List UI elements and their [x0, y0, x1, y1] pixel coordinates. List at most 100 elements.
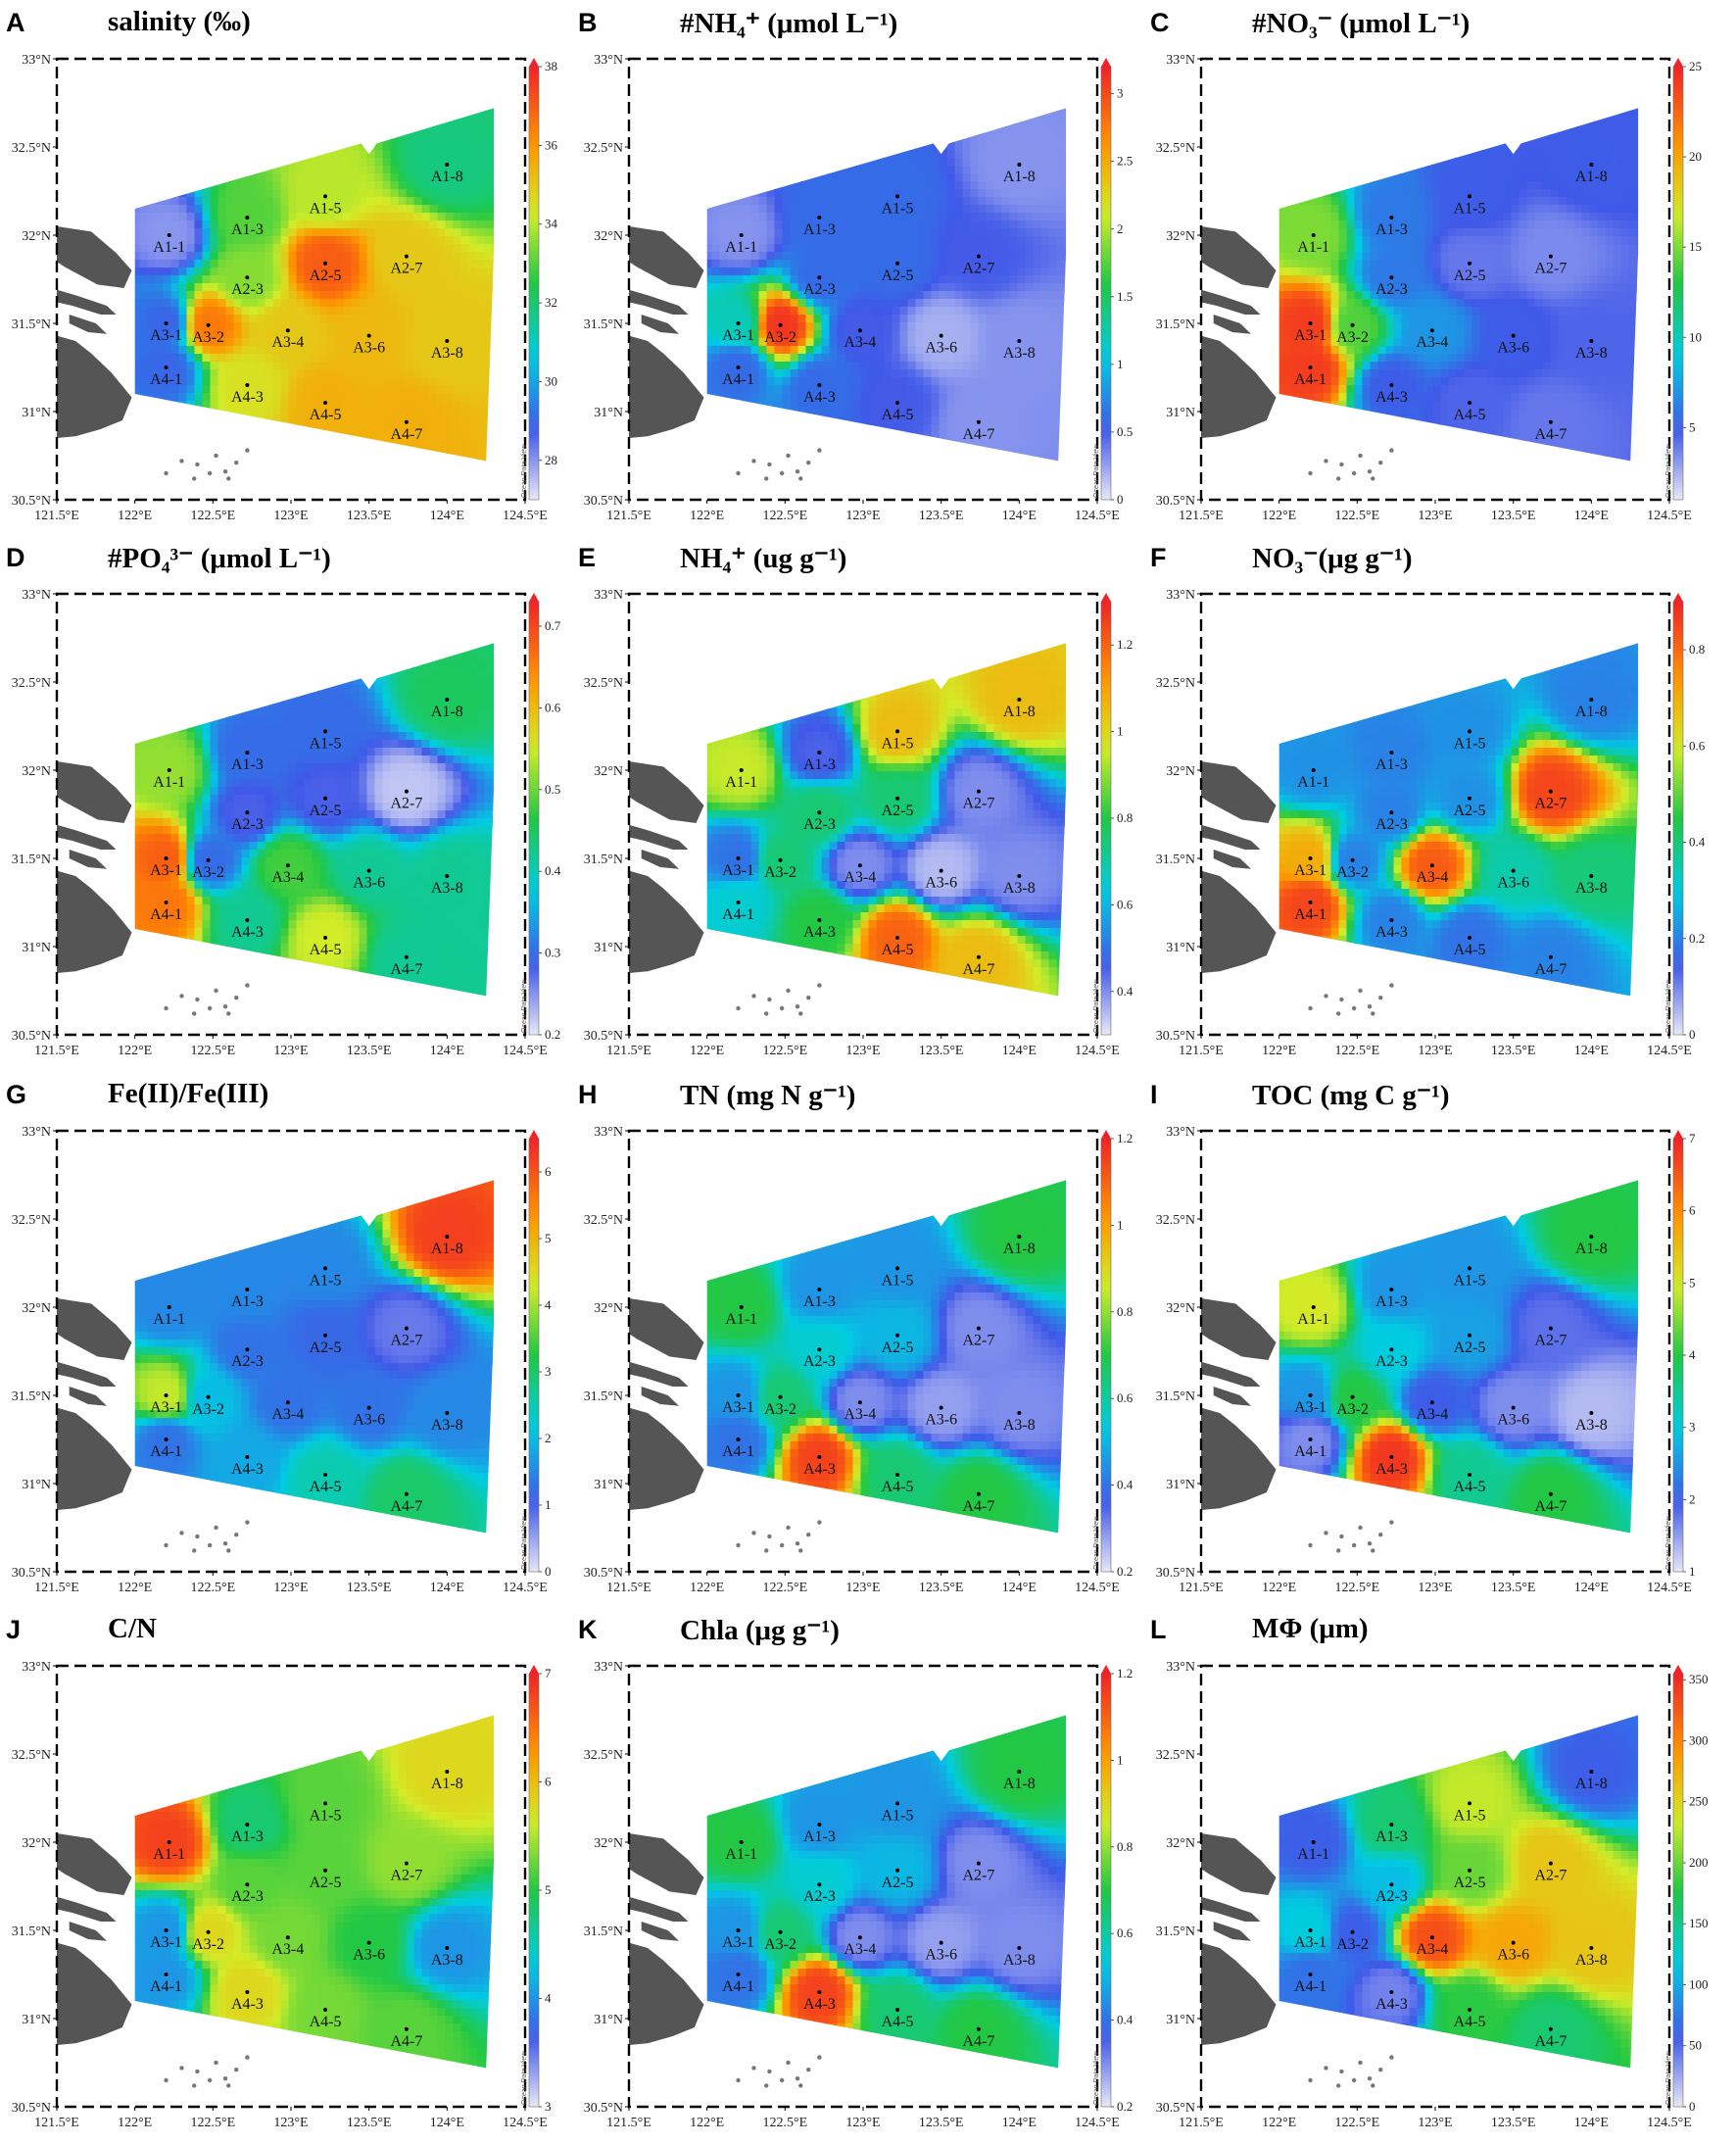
heatmap-cell	[225, 166, 235, 174]
heatmap-cell	[484, 158, 494, 167]
heatmap-cell	[860, 268, 870, 276]
heatmap-cell	[202, 416, 212, 425]
heatmap-cell	[868, 283, 878, 292]
heatmap-cell	[954, 432, 964, 441]
heatmap-cell	[868, 268, 878, 276]
heatmap-cell	[1033, 338, 1042, 347]
heatmap-cell	[727, 291, 737, 300]
heatmap-cell	[790, 236, 799, 245]
heatmap-cell	[946, 213, 956, 221]
heatmap-cell	[946, 173, 956, 182]
heatmap-cell	[986, 126, 995, 135]
heatmap-cell	[296, 369, 306, 378]
heatmap-cell	[147, 346, 157, 355]
heatmap-cell	[178, 362, 188, 370]
heatmap-cell	[782, 299, 792, 308]
heatmap-cell	[390, 228, 400, 237]
heatmap-cell	[837, 275, 846, 284]
heatmap-cell	[915, 299, 925, 308]
heatmap-cell	[1025, 228, 1035, 237]
heatmap-cell	[806, 463, 815, 472]
heatmap-cell	[727, 401, 737, 410]
heatmap-cell	[139, 432, 149, 441]
heatmap-cell	[782, 142, 792, 151]
heatmap-cell	[1040, 134, 1050, 143]
heatmap-cell	[706, 377, 713, 386]
heatmap-cell	[1040, 299, 1050, 308]
heatmap-cell	[453, 189, 462, 198]
heatmap-cell	[304, 322, 313, 331]
heatmap-cell	[797, 299, 807, 308]
heatmap-cell	[1048, 456, 1058, 462]
heatmap-cell	[421, 456, 431, 462]
heatmap-cell	[288, 283, 298, 292]
heatmap-cell	[1048, 354, 1058, 363]
station-label: A3-1	[150, 327, 182, 344]
heatmap-cell	[351, 181, 361, 190]
heatmap-cell	[946, 268, 956, 276]
heatmap-cell	[453, 448, 462, 457]
heatmap-cell	[390, 252, 400, 261]
heatmap-cell	[217, 377, 227, 386]
heatmap-cell	[1338, 111, 1348, 120]
heatmap-cell	[1589, 142, 1599, 151]
heatmap-cell	[860, 322, 870, 331]
heatmap-cell	[1017, 189, 1027, 198]
heatmap-cell	[319, 150, 329, 159]
heatmap-cell	[829, 108, 839, 112]
heatmap-cell	[210, 409, 219, 417]
heatmap-cell	[343, 228, 353, 237]
heatmap-cell	[852, 119, 862, 127]
heatmap-cell	[719, 315, 729, 323]
heatmap-cell	[1017, 158, 1027, 167]
heatmap-cell	[304, 385, 313, 394]
heatmap-cell	[1589, 150, 1599, 159]
heatmap-cell	[939, 322, 948, 331]
lat-tick-label: 31°N	[22, 406, 51, 420]
heatmap-cell	[1401, 150, 1411, 159]
heatmap-cell	[1033, 448, 1042, 457]
heatmap-cell	[476, 393, 486, 402]
heatmap-cell	[460, 409, 470, 417]
heatmap-cell	[413, 346, 423, 355]
heatmap-cell	[210, 268, 219, 276]
heatmap-cell	[186, 275, 196, 284]
heatmap-cell	[1456, 158, 1466, 167]
heatmap-cell	[1001, 228, 1011, 237]
heatmap-cell	[139, 456, 149, 462]
heatmap-cell	[1299, 119, 1309, 127]
heatmap-cell	[492, 369, 495, 378]
heatmap-cell	[374, 401, 384, 410]
heatmap-cell	[1330, 166, 1340, 174]
heatmap-cell	[837, 338, 846, 347]
heatmap-cell	[899, 322, 909, 331]
heatmap-cell	[170, 315, 180, 323]
heatmap-cell	[335, 236, 345, 245]
heatmap-cell	[986, 385, 995, 394]
heatmap-cell	[750, 440, 760, 449]
heatmap-cell	[813, 377, 823, 386]
island-mark	[764, 476, 769, 481]
heatmap-cell	[319, 181, 329, 190]
heatmap-cell	[1620, 126, 1630, 135]
heatmap-cell	[813, 197, 823, 206]
heatmap-cell	[743, 448, 752, 457]
heatmap-cell	[1048, 189, 1058, 198]
heatmap-cell	[706, 315, 713, 323]
heatmap-cell	[1001, 409, 1011, 417]
heatmap-cell	[233, 275, 243, 284]
heatmap-cell	[899, 228, 909, 237]
heatmap-cell	[837, 291, 846, 300]
heatmap-cell	[1025, 244, 1035, 253]
heatmap-cell	[923, 142, 933, 151]
heatmap-cell	[366, 228, 376, 237]
heatmap-cell	[1025, 299, 1035, 308]
heatmap-cell	[813, 260, 823, 268]
heatmap-cell	[390, 456, 400, 462]
heatmap-cell	[163, 275, 172, 284]
heatmap-cell	[343, 108, 353, 112]
heatmap-cell	[727, 385, 737, 394]
heatmap-cell	[210, 244, 219, 253]
heatmap-cell	[1628, 126, 1638, 135]
heatmap-cell	[727, 346, 737, 355]
